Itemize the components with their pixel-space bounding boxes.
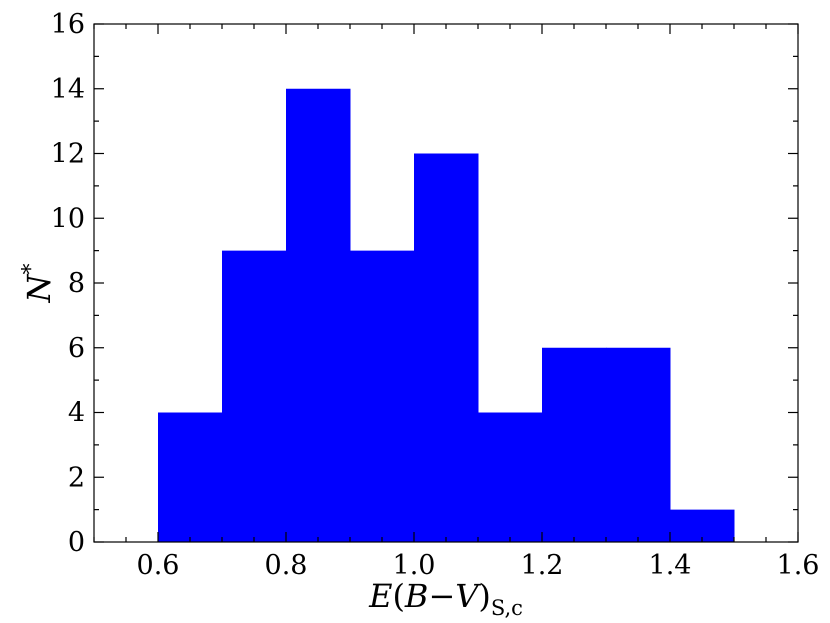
y-tick-label-2: 4	[68, 398, 85, 429]
x-label-main: E	[368, 577, 392, 615]
y-tick-label-6: 12	[51, 139, 85, 170]
x-tick-label-1: 0.8	[265, 550, 308, 581]
y-label-superscript: *	[19, 264, 44, 275]
y-axis-label: N*	[19, 264, 58, 304]
x-label-open-paren: (	[392, 577, 404, 615]
y-tick-label-8: 16	[51, 9, 85, 40]
histogram-bar-1	[222, 250, 287, 542]
histogram-bar-8	[670, 509, 735, 542]
histogram-bar-6	[542, 347, 607, 542]
y-tick-label-0: 0	[68, 527, 85, 558]
histogram-bar-3	[350, 250, 415, 542]
y-tick-label-7: 14	[51, 74, 85, 105]
plot-frame	[93, 23, 799, 543]
histogram-bar-4	[414, 153, 479, 542]
histogram-bar-5	[478, 412, 543, 542]
y-label-main: N	[20, 274, 58, 304]
histogram-bar-0	[158, 412, 223, 542]
x-label-v: V	[455, 577, 481, 615]
x-label-subscript: S,c	[491, 596, 523, 620]
x-tick-label-3: 1.2	[521, 550, 564, 581]
tick-labels-group: 0.6 0.8 1.0 1.2 1.4 1.6 0 2 4 6 8 10 12 14 16	[51, 9, 820, 581]
y-tick-label-1: 2	[68, 462, 85, 493]
x-label-close-paren: )	[478, 577, 490, 615]
histogram-bar-7	[606, 347, 671, 542]
y-tick-label-5: 10	[51, 203, 85, 234]
x-label-minus: −	[428, 577, 455, 615]
x-tick-label-0: 0.6	[137, 550, 180, 581]
x-tick-label-5: 1.6	[777, 550, 820, 581]
x-tick-label-4: 1.4	[649, 550, 692, 581]
x-tick-label-2: 1.0	[393, 550, 436, 581]
x-axis-label: E(B−V)S,c	[368, 577, 523, 620]
x-label-b: B	[404, 577, 429, 615]
bars-group	[158, 88, 735, 542]
histogram-bar-2	[286, 88, 351, 542]
y-tick-label-3: 6	[68, 333, 85, 364]
y-tick-label-4: 8	[68, 268, 85, 299]
